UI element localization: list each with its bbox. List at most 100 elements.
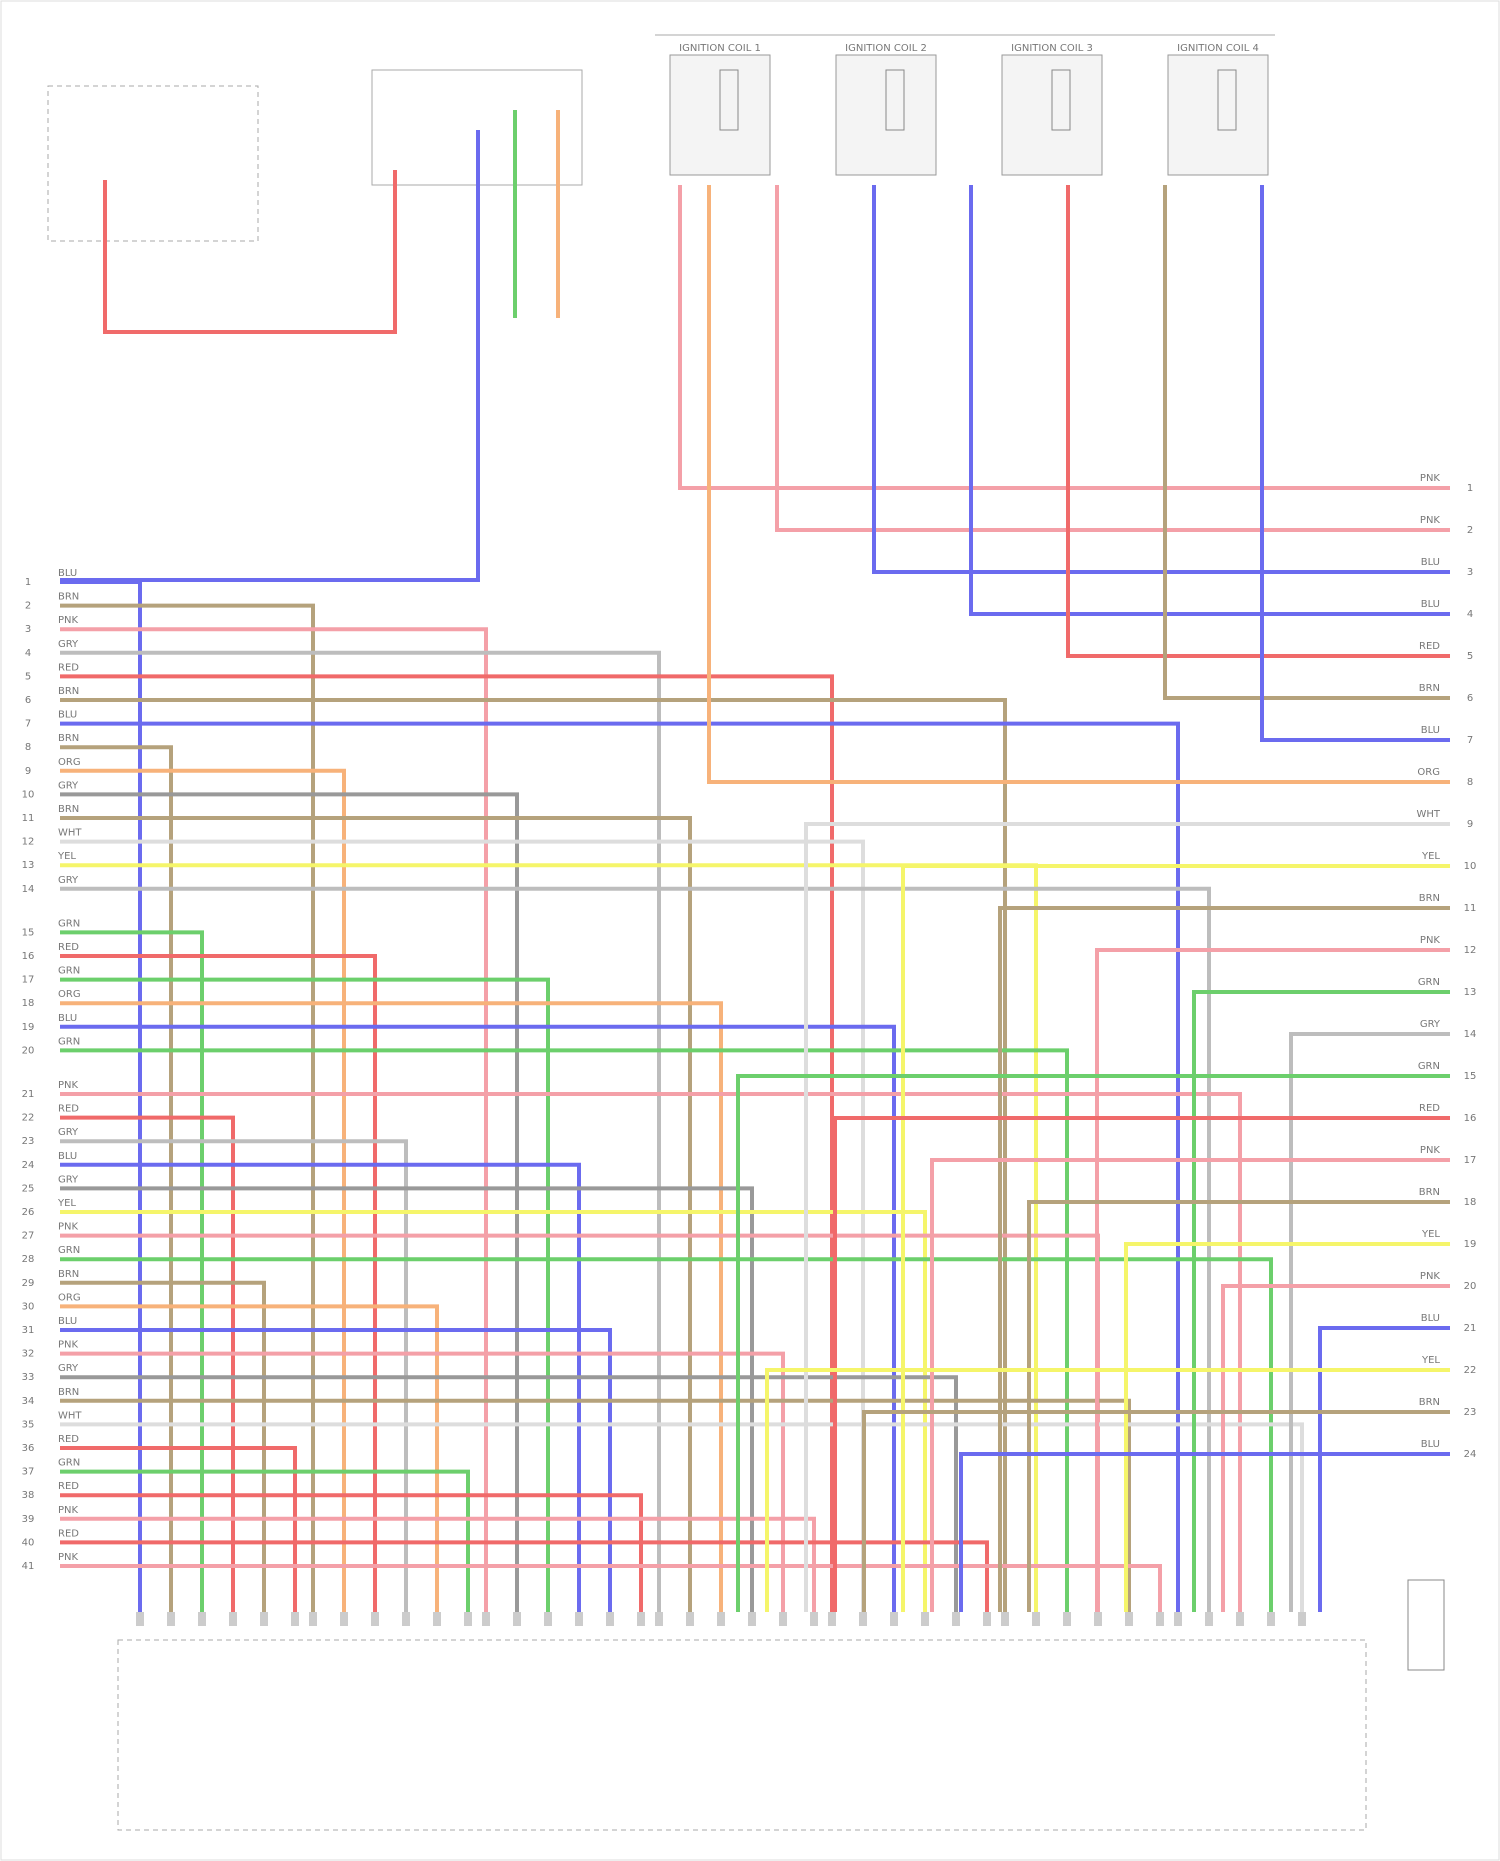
wire-label: WHT xyxy=(1416,809,1440,820)
wire-label: BLU xyxy=(1421,725,1440,736)
wire xyxy=(60,627,488,1612)
pin-number: 35 xyxy=(22,1419,35,1430)
wire xyxy=(60,1092,1242,1612)
pin-number: 29 xyxy=(22,1278,35,1289)
connector-pin xyxy=(1267,1612,1275,1626)
pin-number: 10 xyxy=(1464,861,1477,872)
connector-pin xyxy=(890,1612,898,1626)
wire-label: RED xyxy=(58,1528,79,1539)
pin-number: 31 xyxy=(22,1325,35,1336)
wire-label: BLU xyxy=(58,710,77,721)
wire xyxy=(60,1540,989,1612)
wire-label: YEL xyxy=(1421,1355,1440,1366)
pin-number: 15 xyxy=(22,927,35,938)
wire-label: GRN xyxy=(1418,1061,1440,1072)
wire xyxy=(959,1452,1450,1612)
connector-pin xyxy=(575,1612,583,1626)
wire xyxy=(60,745,173,1612)
wire xyxy=(60,1446,297,1612)
pin-number: 20 xyxy=(22,1045,35,1056)
pin-number: 8 xyxy=(25,742,31,753)
connector-pin xyxy=(686,1612,694,1626)
wire xyxy=(1163,185,1450,700)
pin-number: 2 xyxy=(1467,525,1473,536)
connector-pin xyxy=(983,1612,991,1626)
coil-winding xyxy=(885,69,905,131)
wire-label: BLU xyxy=(58,1013,77,1024)
wire xyxy=(60,1398,1131,1612)
pin-number: 6 xyxy=(25,695,31,706)
wire xyxy=(1124,1242,1450,1612)
pin-number: 5 xyxy=(1467,651,1473,662)
pin-number: 10 xyxy=(22,789,35,800)
wire-label: BLU xyxy=(1421,557,1440,568)
coil-label: IGNITION COIL 1 xyxy=(679,43,761,54)
connector-pin xyxy=(1094,1612,1102,1626)
wire xyxy=(60,721,1180,1612)
connector-pin xyxy=(1298,1612,1306,1626)
wire xyxy=(1260,185,1450,742)
wire-label: YEL xyxy=(57,1198,76,1209)
wire xyxy=(60,1210,927,1612)
wire-label: BLU xyxy=(1421,599,1440,610)
connector-pin xyxy=(606,1612,614,1626)
wire xyxy=(60,1186,754,1612)
wire-label: PNK xyxy=(1420,473,1441,484)
connector-pin xyxy=(748,1612,756,1626)
ground xyxy=(1407,1579,1445,1671)
wire-label: PNK xyxy=(1420,935,1441,946)
wire-label: PNK xyxy=(58,1340,79,1351)
wire xyxy=(1289,1032,1450,1612)
connector-pin xyxy=(1063,1612,1071,1626)
pin-number: 27 xyxy=(22,1231,35,1242)
wire xyxy=(60,603,315,1612)
connector-pin xyxy=(229,1612,237,1626)
pin-number: 16 xyxy=(22,951,35,962)
pin-number: 1 xyxy=(25,577,31,588)
pin-number: 19 xyxy=(22,1022,35,1033)
coil-winding xyxy=(1051,69,1071,131)
pin-number: 18 xyxy=(1464,1197,1477,1208)
pin-number: 15 xyxy=(1464,1071,1477,1082)
connector-pin xyxy=(810,1612,818,1626)
wire xyxy=(103,170,397,334)
wire-label: ORG xyxy=(1417,767,1440,778)
pin-number: 2 xyxy=(25,601,31,612)
pin-number: 30 xyxy=(22,1301,35,1312)
connector-pin xyxy=(1001,1612,1009,1626)
wire-label: GRY xyxy=(58,1174,79,1185)
wire-label: RED xyxy=(58,1104,79,1115)
wire xyxy=(60,816,692,1612)
wire-label: YEL xyxy=(1421,851,1440,862)
wire xyxy=(60,1257,1273,1612)
wire xyxy=(678,185,1450,490)
wire-label: BRN xyxy=(1419,1397,1440,1408)
wire-label: BLU xyxy=(58,1316,77,1327)
connector-pin xyxy=(309,1612,317,1626)
pin-number: 6 xyxy=(1467,693,1473,704)
wire-label: RED xyxy=(58,662,79,673)
pin-number: 9 xyxy=(25,766,31,777)
wire xyxy=(1192,990,1450,1612)
connector-pin xyxy=(340,1612,348,1626)
wire xyxy=(804,822,1450,1612)
coil-winding xyxy=(1217,69,1237,131)
connector-pin xyxy=(1156,1612,1164,1626)
wire xyxy=(60,650,661,1612)
pin-number: 41 xyxy=(22,1561,35,1572)
pin-number: 22 xyxy=(22,1113,35,1124)
connector-pin xyxy=(371,1612,379,1626)
pin-number: 20 xyxy=(1464,1281,1477,1292)
wire-label: BRN xyxy=(58,1269,79,1280)
wire-label: RED xyxy=(58,942,79,953)
pin-number: 13 xyxy=(1464,987,1477,998)
wire-label: RED xyxy=(58,1434,79,1445)
connector-pin xyxy=(779,1612,787,1626)
wire-label: GRN xyxy=(58,966,80,977)
wire xyxy=(1318,1326,1450,1612)
wire-label: BRN xyxy=(1419,1187,1440,1198)
connector-pin xyxy=(544,1612,552,1626)
coil-label: IGNITION COIL 4 xyxy=(1177,43,1259,54)
connector-pin xyxy=(859,1612,867,1626)
wire xyxy=(765,1368,1450,1612)
